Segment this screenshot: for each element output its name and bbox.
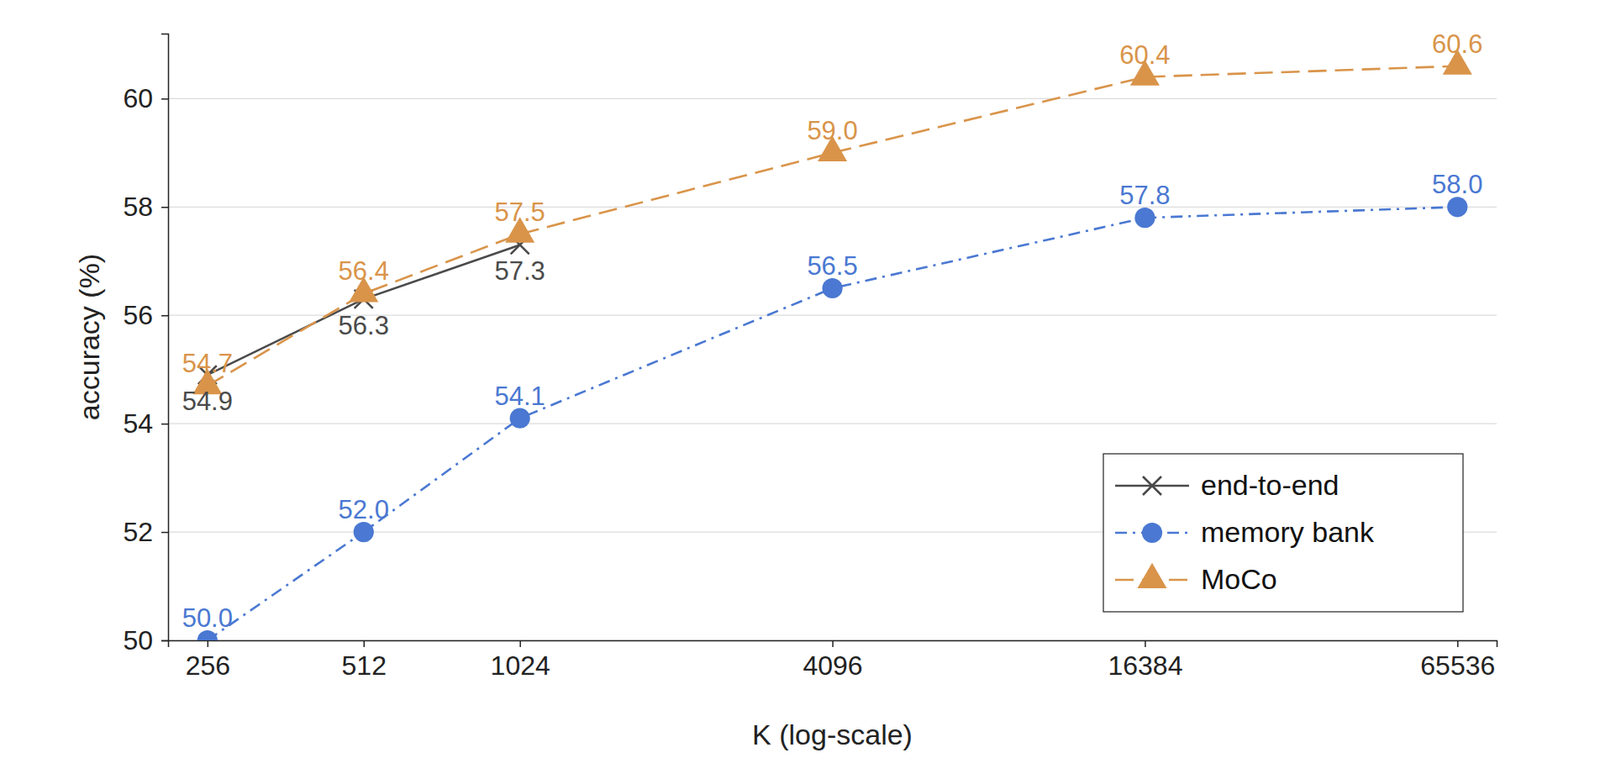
tick: 54	[122, 408, 169, 439]
grid	[168, 98, 1497, 641]
tick-mark	[161, 423, 169, 426]
grid-line	[168, 206, 1497, 208]
tick: 65536	[1420, 640, 1495, 681]
tick: 16384	[1107, 640, 1183, 681]
tick-label: 52	[122, 516, 153, 548]
data-label: 52.0	[338, 494, 390, 525]
tick-mark	[207, 640, 210, 648]
tick: 256	[185, 640, 231, 681]
tick: 60	[122, 83, 169, 114]
data-label: 58.0	[1431, 169, 1483, 200]
tick-mark	[831, 640, 834, 648]
data-label: 57.3	[494, 256, 546, 286]
tick-label: 56	[122, 300, 153, 331]
point	[821, 278, 843, 299]
tick-mark	[161, 640, 169, 643]
data-label: 57.8	[1119, 180, 1170, 211]
tick: 512	[342, 640, 387, 681]
data-label: 54.7	[182, 348, 233, 379]
data-labels: 54.9 56.3 57.3 50.0 52.0 54.1 56.5 57.8 58.0 54.7…	[182, 29, 1484, 633]
tick-label: 50	[122, 625, 153, 656]
plot: 256 512 1024 4096 16384 65536 50 52 54 56 58 60 54.9…	[122, 29, 1497, 681]
tick: 52	[122, 516, 169, 548]
tick-mark	[1457, 640, 1459, 648]
series-line	[207, 244, 521, 375]
tick-mark	[161, 531, 169, 534]
legend-label: MoCo	[1200, 563, 1278, 595]
legend-label: end-to-end	[1200, 468, 1339, 501]
data-label: 56.3	[338, 310, 390, 341]
series-line	[207, 66, 1458, 386]
tick-label: 65536	[1420, 650, 1495, 681]
axis-line	[161, 34, 169, 642]
data-label: 54.1	[494, 381, 546, 411]
tick: 58	[122, 191, 169, 222]
point	[510, 408, 531, 429]
tick-mark	[161, 315, 169, 317]
grid-line	[168, 98, 1497, 100]
tick-label: 256	[185, 650, 231, 681]
data-label: 57.5	[494, 197, 546, 227]
data-label: 60.6	[1431, 29, 1483, 59]
tick-label: 4096	[802, 650, 863, 681]
tick: 56	[122, 300, 169, 331]
legend-label: memory bank	[1200, 515, 1375, 548]
data-label: 60.4	[1119, 40, 1170, 70]
y-axis-title: accuracy (%)	[73, 253, 106, 421]
tick-label: 60	[122, 83, 153, 114]
marks	[192, 48, 1473, 641]
y-axis: 50 52 54 56 58 60	[122, 34, 169, 656]
tick-mark	[161, 98, 169, 100]
legend-marker	[1142, 476, 1162, 495]
series-line	[207, 206, 1458, 641]
tick: 50	[122, 625, 169, 656]
x-axis-title: K (log-scale)	[752, 718, 913, 751]
tick: 4096	[802, 640, 863, 681]
legend-marker	[1142, 522, 1163, 543]
tick-mark	[363, 640, 366, 648]
data-label: 59.0	[806, 115, 858, 146]
point	[1447, 196, 1468, 217]
tick-label: 1024	[490, 650, 551, 681]
data-label: 56.4	[338, 256, 390, 286]
data-label: 56.5	[806, 251, 858, 281]
point	[1134, 207, 1155, 228]
point	[353, 521, 374, 543]
tick-mark	[1144, 640, 1147, 648]
legend-box	[1103, 453, 1464, 612]
tick-label: 54	[122, 408, 153, 439]
x-axis: 256 512 1024 4096 16384 65536	[168, 640, 1498, 681]
data-label: 54.9	[182, 386, 233, 416]
tick-mark	[161, 206, 169, 209]
data-label: 50.0	[182, 603, 233, 633]
tick-label: 16384	[1107, 650, 1183, 681]
tick: 1024	[490, 640, 551, 681]
axis-line	[168, 641, 1498, 648]
tick-mark	[519, 640, 522, 648]
tick-label: 58	[122, 191, 153, 222]
chart: 256 512 1024 4096 16384 65536 50 52 54 56 58 60 54.9…	[0, 0, 1600, 758]
legend: end-to-end memory bank MoCo	[1103, 453, 1464, 612]
tick-label: 512	[342, 650, 387, 681]
legend-marker	[1136, 563, 1167, 589]
grid-line	[168, 423, 1497, 425]
